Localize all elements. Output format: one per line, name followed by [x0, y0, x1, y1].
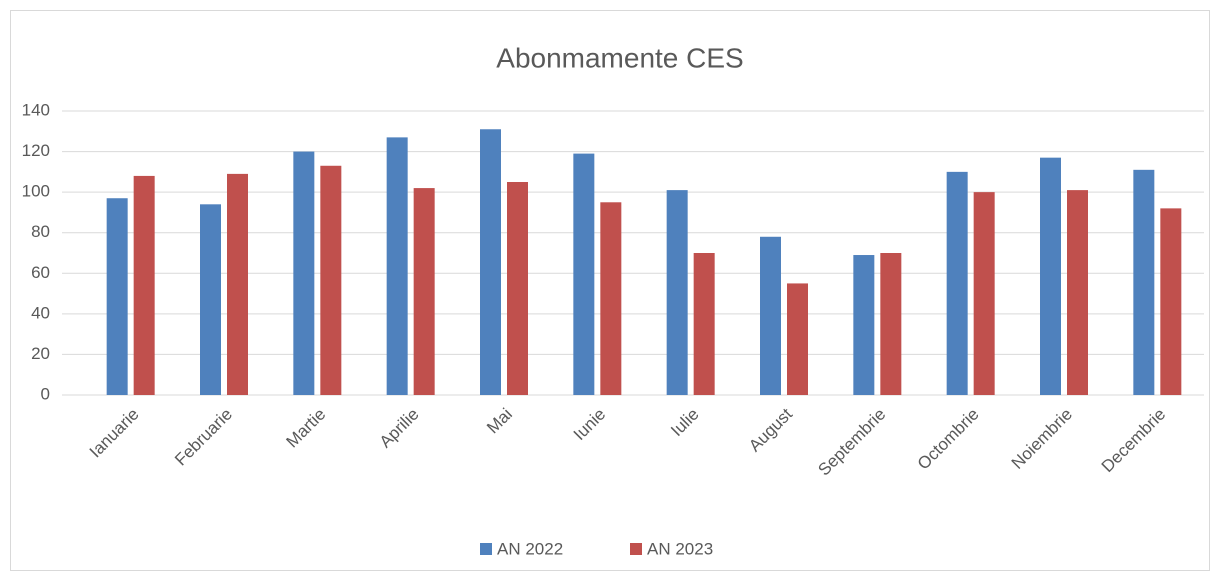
y-tick-label: 80 [31, 222, 50, 241]
y-tick-label: 0 [41, 384, 50, 403]
bar [600, 202, 622, 395]
legend-label: AN 2023 [647, 539, 713, 558]
y-tick-label: 40 [31, 303, 50, 322]
bar [386, 137, 408, 395]
bar [106, 198, 128, 395]
bar [693, 253, 715, 395]
bar [1133, 169, 1155, 395]
bar [200, 204, 221, 395]
y-tick-label: 140 [22, 100, 50, 119]
bar [1160, 208, 1182, 395]
y-tick-label: 120 [22, 141, 50, 160]
legend-label: AN 2022 [497, 539, 563, 558]
bar [853, 255, 875, 395]
bar [480, 129, 501, 395]
bar [946, 171, 968, 395]
bar [1067, 190, 1088, 395]
bar [413, 188, 435, 395]
bar [760, 236, 781, 395]
bar [880, 253, 902, 395]
bar [320, 165, 342, 395]
bar [573, 153, 595, 395]
bar [507, 182, 528, 395]
bar [1040, 157, 1061, 395]
y-tick-label: 60 [31, 263, 50, 282]
y-tick-label: 100 [22, 182, 50, 201]
legend-swatch [480, 543, 492, 555]
y-tick-label: 20 [31, 344, 50, 363]
bar [293, 151, 315, 395]
bar [227, 173, 248, 395]
legend-swatch [630, 543, 642, 555]
chart-title: Abonmamente CES [496, 42, 743, 73]
bar [666, 190, 688, 395]
bar [133, 175, 155, 395]
bar [787, 283, 808, 395]
bar [973, 192, 995, 395]
